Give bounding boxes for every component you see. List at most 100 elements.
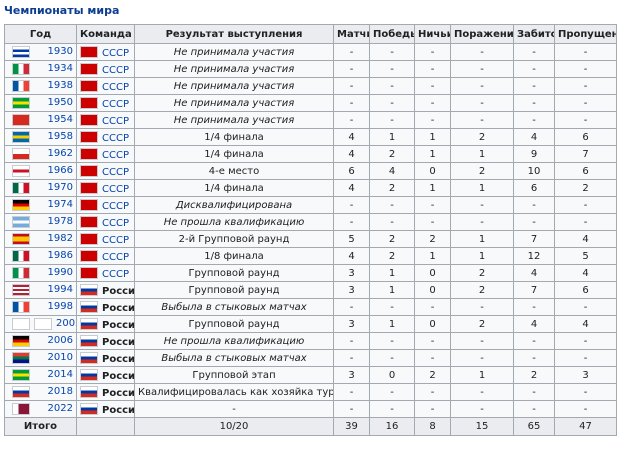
year-link[interactable]: 1990 [47,266,73,278]
stat-cell: - [554,383,617,401]
stat-cell: 0 [414,162,451,180]
flag-icon [80,147,98,160]
stat-cell: 2 [369,179,415,197]
year-link[interactable]: 2006 [47,334,73,346]
stat-cell: - [513,332,555,350]
stat-cell: - [369,94,415,112]
stat-cell: 3 [333,315,370,333]
stat-cell: 3 [333,366,370,384]
year-link[interactable]: 1950 [47,96,73,108]
year-link[interactable]: 1994 [47,283,73,295]
stat-cell: - [450,298,514,316]
year-cell: 2022 [4,400,77,418]
stat-cell: 2 [513,366,555,384]
stat-cell: - [554,94,617,112]
year-link[interactable]: 1974 [47,198,73,210]
stat-cell: 1 [414,247,451,265]
table-body: 1930 СССР Не принимала участия - - - - - -1934 СС… [4,43,617,436]
year-flags [12,147,34,161]
stat-cell: - [414,196,451,214]
stat-cell: 4 [554,264,617,282]
flag-icon [80,215,98,228]
year-flags [12,232,34,246]
year-link[interactable]: 1962 [47,147,73,159]
year-link[interactable]: 1954 [47,113,73,125]
stat-cell: 1 [414,179,451,197]
year-link[interactable]: 1986 [47,249,73,261]
year-flags [12,249,34,263]
stat-cell: 3 [333,264,370,282]
table-title: Чемпионаты мира [4,4,120,17]
stat-cell: 4 [554,230,617,248]
year-link[interactable]: 1998 [47,300,73,312]
year-cell: 1986 [4,247,77,265]
flag-icon [12,368,30,381]
team-cell: СССР [76,43,135,61]
year-link[interactable]: 1966 [47,164,73,176]
stat-cell: - [333,213,370,231]
stat-cell: 7 [513,230,555,248]
flag-icon [80,334,98,347]
team-name: СССР [102,183,129,195]
year-link[interactable]: 1958 [47,130,73,142]
stat-cell: 2 [450,315,514,333]
team-cell: СССР [76,145,135,163]
flag-icon [80,96,98,109]
stat-cell: 0 [414,315,451,333]
total-team [76,417,135,436]
year-link[interactable]: 1930 [47,45,73,57]
year-cell: 1982 [4,230,77,248]
stat-cell: - [333,298,370,316]
stat-cell: - [414,94,451,112]
result-cell: 1/4 финала [134,179,334,197]
year-flags [12,368,34,382]
stat-cell: - [333,400,370,418]
stat-cell: - [513,349,555,367]
flag-icon [80,300,98,313]
table-row: 2006РоссияНе прошла квалификацию------ [4,332,617,350]
year-link[interactable]: 1934 [47,62,73,74]
year-link[interactable]: 1978 [47,215,73,227]
year-link[interactable]: 2010 [47,351,73,363]
team-name: Россия [102,319,135,331]
year-link[interactable]: 2014 [47,368,73,380]
column-header: Пропущено [554,24,617,44]
team-name: СССР [102,47,129,59]
stat-cell: - [513,400,555,418]
stat-cell: - [450,213,514,231]
flag-icon [12,198,30,211]
total-result: 10/20 [134,417,334,436]
stat-cell: 6 [554,128,617,146]
year-link[interactable]: 2018 [47,385,73,397]
stat-cell: 2 [369,145,415,163]
result-cell: - [134,400,334,418]
stat-cell: 4 [333,128,370,146]
table-row: 1938 СССР Не принимала участия - - - - - - [4,77,617,95]
flag-icon [80,198,98,211]
year-cell: 2002 [4,315,77,333]
total-stat: 16 [369,417,415,436]
team-name: Россия [102,404,135,416]
year-link[interactable]: 1982 [47,232,73,244]
team-name: СССР [102,251,129,263]
stat-cell: - [369,400,415,418]
year-link[interactable]: 1970 [47,181,73,193]
result-cell: Групповой раунд [134,281,334,299]
result-cell: 1/4 финала [134,145,334,163]
stat-cell: - [414,349,451,367]
stat-cell: - [369,77,415,95]
stat-cell: - [450,332,514,350]
stat-cell: 12 [513,247,555,265]
year-link[interactable]: 1938 [47,79,73,91]
year-link[interactable]: 2002 [56,317,76,329]
team-cell: СССР [76,247,135,265]
stat-cell: 5 [554,247,617,265]
year-link[interactable]: 2022 [47,402,73,414]
stat-cell: - [414,213,451,231]
stat-cell: - [333,383,370,401]
stat-cell: - [333,111,370,129]
year-cell: 2014 [4,366,77,384]
year-cell: 1970 [4,179,77,197]
